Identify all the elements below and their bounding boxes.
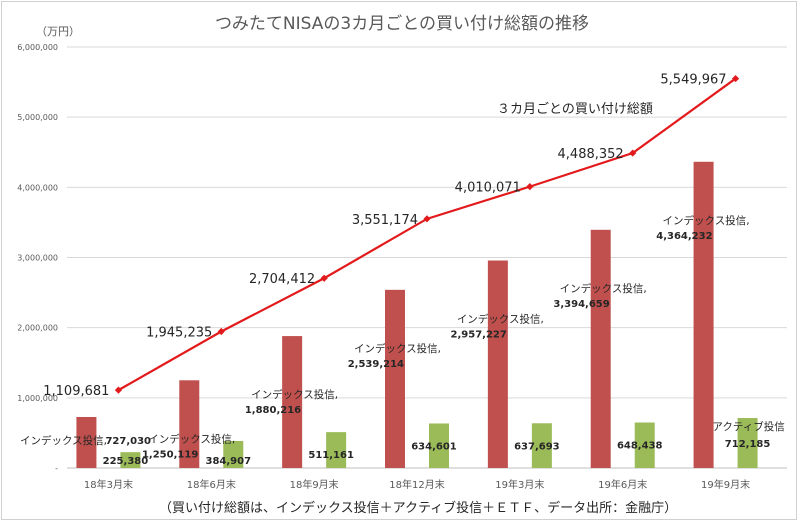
data-labels: 1,109,681 1,945,235 2,704,412 3,551,174 4,01…: [20, 73, 785, 467]
y-tick-label: 4,000,000: [17, 183, 58, 192]
x-tick-label: 18年12月末: [389, 478, 444, 491]
index-fund-name-label: インデックス投信,: [251, 388, 338, 401]
bar-active-fund: [531, 423, 552, 468]
y-tick-label: -: [55, 464, 58, 473]
footnote: （買い付け総額は、インデックス投信＋アクティブ投信＋ＥＴＦ、データ出所：金融庁）: [159, 500, 677, 516]
bar-index-fund: [590, 229, 611, 468]
y-tick-label: 5,000,000: [17, 113, 58, 122]
active-fund-name-label: アクティブ投信: [712, 420, 784, 433]
y-axis: - 1,000,000 2,000,000 3,000,000 4,000,000 5,0…: [17, 43, 58, 473]
y-tick-label: 1,000,000: [17, 394, 58, 403]
index-fund-value-label: 2,539,214: [348, 359, 404, 370]
active-fund-value-label: 225,380: [103, 456, 149, 467]
bar-active-fund: [429, 423, 449, 468]
index-fund-name-label: インデックス投信,: [560, 282, 647, 295]
index-fund-name-label: インデックス投信,: [457, 313, 544, 326]
total-value-label: 4,010,071: [455, 181, 521, 196]
bar-active-fund: [223, 440, 244, 468]
total-point-marker: [320, 274, 328, 282]
total-point-marker: [731, 74, 740, 83]
active-fund-value-label: 648,438: [617, 441, 663, 452]
index-fund-name-label: インデックス投信,: [148, 432, 235, 445]
active-fund-value-label: 384,907: [206, 456, 252, 467]
index-fund-name-label: インデックス投信,: [354, 342, 441, 355]
bar-index-fund: [385, 289, 405, 468]
index-fund-value-label: 1,880,216: [245, 405, 301, 416]
active-fund-value-label: 634,601: [411, 441, 457, 452]
chart-title: つみたてNISAの3カ月ごとの買い付け総額の推移: [215, 14, 589, 34]
x-tick-label: 19年6月末: [598, 478, 647, 491]
index-fund-name-label: インデックス投信,: [663, 214, 750, 227]
bar-active-fund: [326, 432, 347, 468]
active-fund-value-label: 511,161: [308, 450, 354, 461]
total-point-marker: [217, 327, 225, 336]
x-tick-label: 19年9月末: [701, 478, 750, 491]
total-value-label: 1,945,235: [146, 326, 212, 341]
total-value-label: 3,551,174: [352, 213, 418, 228]
bar-active-fund: [737, 418, 758, 468]
total-point-marker: [629, 149, 637, 157]
unit-label: （万円）: [36, 25, 80, 38]
total-line: [114, 74, 740, 394]
bars: [76, 161, 758, 469]
total-value-label: 4,488,352: [558, 147, 624, 162]
x-tick-label: 18年9月末: [290, 478, 339, 491]
y-tick-label: 2,000,000: [17, 324, 58, 333]
total-point-marker: [114, 386, 123, 394]
y-tick-label: 3,000,000: [17, 254, 58, 263]
index-fund-value-label: 4,364,232: [656, 231, 712, 242]
y-tick-label: 6,000,000: [17, 43, 58, 52]
total-value-label: 2,704,412: [249, 272, 315, 287]
bar-index-fund: [76, 416, 97, 468]
line-series-label: ３カ月ごとの買い付け総額: [497, 101, 653, 117]
bar-index-fund: [693, 161, 714, 469]
active-fund-value-label: 712,185: [725, 439, 771, 450]
x-axis: 18年3月末 18年6月末 18年9月末 18年12月末 19年3月末 19年6月末 19年…: [84, 478, 750, 491]
bar-index-fund: [282, 336, 303, 468]
bar-active-fund: [120, 452, 141, 468]
total-point-marker: [423, 215, 431, 223]
total-value-label: 1,109,681: [43, 384, 109, 399]
total-point-marker: [526, 183, 534, 191]
x-tick-label: 18年3月末: [84, 478, 133, 491]
total-value-label: 5,549,967: [660, 73, 726, 88]
bar-active-fund: [634, 422, 655, 468]
index-fund-value-label: 727,030: [105, 436, 151, 447]
index-fund-value-label: 2,957,227: [451, 330, 507, 341]
index-fund-value-label: 1,250,119: [142, 449, 198, 460]
x-tick-label: 19年3月末: [495, 478, 544, 491]
index-fund-name-label: インデックス投信,: [20, 434, 107, 447]
bar-index-fund: [179, 380, 200, 468]
x-tick-label: 18年6月末: [187, 478, 236, 491]
index-fund-value-label: 3,394,659: [553, 299, 609, 310]
grid-layer: [67, 46, 787, 469]
bar-index-fund: [487, 260, 508, 468]
active-fund-value-label: 637,693: [514, 441, 560, 452]
